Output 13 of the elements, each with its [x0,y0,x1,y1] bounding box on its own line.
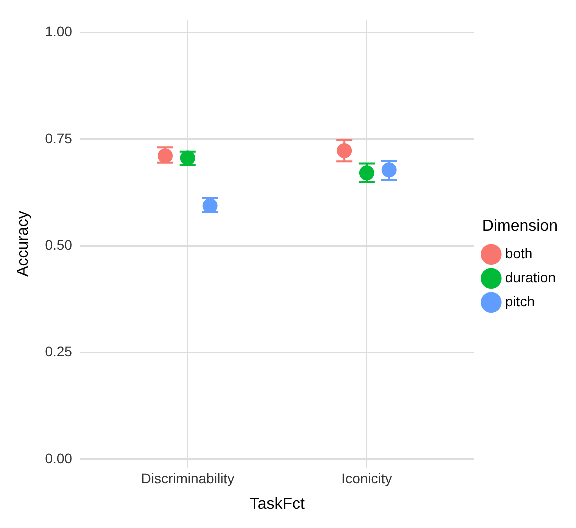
x-tick-label: Discriminability [141,470,235,486]
y-tick-label: 0.75 [45,130,73,146]
y-axis-title: Accuracy [15,211,32,277]
x-tick-label: Iconicity [342,470,392,486]
legend-label: duration [505,269,556,286]
legend-label: both [505,245,533,262]
legend-label: pitch [505,293,535,310]
y-tick-label: 1.00 [45,24,73,40]
x-axis-title: TaskFct [250,496,306,513]
legend-title: Dimension [482,218,558,235]
y-tick-label: 0.25 [45,344,73,360]
y-tick-label: 0.00 [45,450,73,466]
y-tick-label: 0.50 [45,236,73,253]
